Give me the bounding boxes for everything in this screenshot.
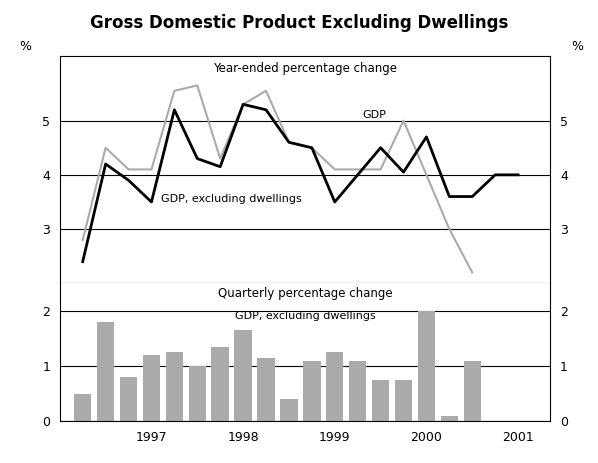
Bar (188, 366, 206, 421)
Text: GDP, excluding dwellings: GDP, excluding dwellings (234, 311, 376, 321)
Bar (441, 416, 458, 421)
Text: GDP: GDP (362, 110, 386, 120)
Bar (372, 380, 389, 421)
Text: %: % (571, 40, 583, 53)
Bar (463, 361, 481, 421)
Bar (74, 394, 91, 421)
Text: Quarterly percentage change: Quarterly percentage change (218, 288, 392, 300)
Bar (303, 361, 321, 421)
Bar (120, 377, 138, 421)
Bar (143, 355, 160, 421)
Bar (349, 361, 367, 421)
Text: %: % (20, 40, 32, 53)
Bar (418, 311, 435, 421)
Bar (395, 380, 412, 421)
Text: Gross Domestic Product Excluding Dwellings: Gross Domestic Product Excluding Dwellin… (90, 14, 508, 32)
Bar (97, 322, 114, 421)
Bar (257, 358, 274, 421)
Text: Year-ended percentage change: Year-ended percentage change (213, 63, 397, 75)
Bar (166, 352, 183, 421)
Bar (326, 352, 343, 421)
Text: GDP, excluding dwellings: GDP, excluding dwellings (161, 194, 301, 204)
Bar (234, 330, 252, 421)
Bar (280, 399, 298, 421)
Bar (212, 347, 229, 421)
